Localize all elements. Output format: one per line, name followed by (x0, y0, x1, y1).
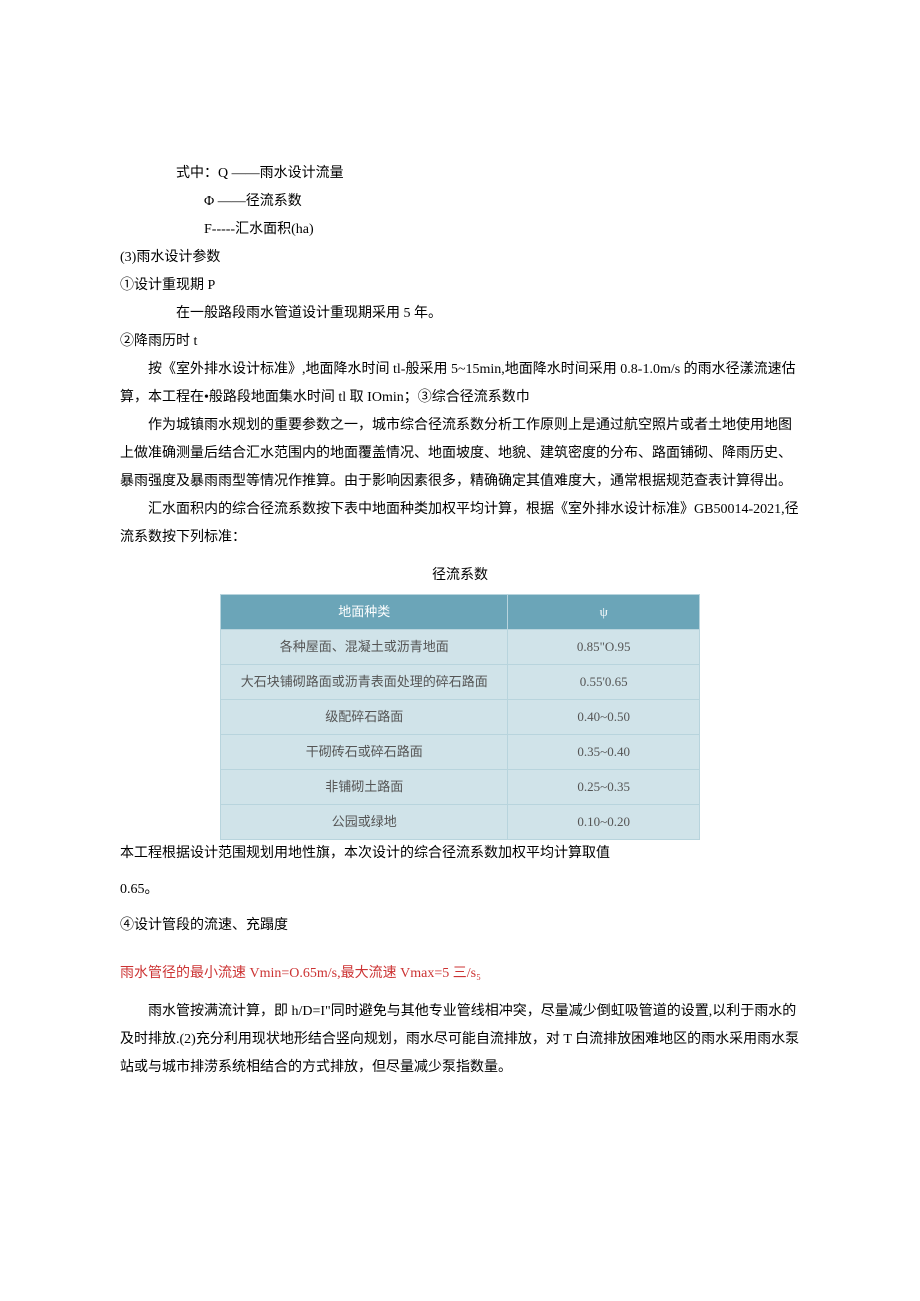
cell-value: 0.35~0.40 (508, 735, 700, 770)
table-row: 公园或绿地 0.10~0.20 (221, 805, 700, 840)
cell-value: 0.55'0.65 (508, 665, 700, 700)
cell-surface: 各种屋面、混凝土或沥青地面 (221, 630, 508, 665)
table-title: 径流系数 (120, 562, 800, 590)
table-row: 各种屋面、混凝土或沥青地面 0.85"O.95 (221, 630, 700, 665)
cell-value: 0.85"O.95 (508, 630, 700, 665)
velocity-limits: 雨水管径的最小流速 Vmin=O.65m/s,最大流速 Vmax=5 三/s₅ (120, 960, 800, 988)
runoff-coefficient-table: 地面种类 ψ 各种屋面、混凝土或沥青地面 0.85"O.95 大石块铺砌路面或沥… (220, 594, 700, 840)
duration-text: 按《室外排水设计标准》,地面降水时间 tl-般采用 5~15min,地面降水时间… (120, 356, 800, 412)
cell-surface: 非铺砌土路面 (221, 770, 508, 805)
runoff-para2: 汇水面积内的综合径流系数按下表中地面种类加权平均计算，根据《室外排水设计标准》G… (120, 496, 800, 552)
cell-value: 0.40~0.50 (508, 700, 700, 735)
cell-surface: 大石块铺砌路面或沥青表面处理的碎石路面 (221, 665, 508, 700)
cell-surface: 级配碎石路面 (221, 700, 508, 735)
formula-legend-q: 式中：Q ——雨水设计流量 (120, 160, 800, 188)
sub-heading-duration: ②降雨历时 t (120, 328, 800, 356)
formula-legend-f: F-----汇水面积(ha) (120, 216, 800, 244)
table-row: 非铺砌土路面 0.25~0.35 (221, 770, 700, 805)
full-flow-para: 雨水管按满流计算，即 h/D=I"同时避免与其他专业管线相冲突，尽量减少倒虹吸管… (120, 998, 800, 1082)
cell-surface: 干砌砖石或碎石路面 (221, 735, 508, 770)
table-row: 级配碎石路面 0.40~0.50 (221, 700, 700, 735)
sub-heading-period: ①设计重现期 P (120, 272, 800, 300)
header-surface-type: 地面种类 (221, 595, 508, 630)
design-coefficient-text2: 0.65。 (120, 876, 800, 904)
formula-legend-phi: Φ ——径流系数 (120, 188, 800, 216)
design-coefficient-text1: 本工程根据设计范围规划用地性旗，本次设计的综合径流系数加权平均计算取值 (120, 840, 800, 868)
table-header-row: 地面种类 ψ (221, 595, 700, 630)
header-psi: ψ (508, 595, 700, 630)
cell-value: 0.25~0.35 (508, 770, 700, 805)
table-row: 大石块铺砌路面或沥青表面处理的碎石路面 0.55'0.65 (221, 665, 700, 700)
cell-surface: 公园或绿地 (221, 805, 508, 840)
section-heading-params: (3)雨水设计参数 (120, 244, 800, 272)
sub-heading-velocity: ④设计管段的流速、充蹋度 (120, 912, 800, 940)
table-row: 干砌砖石或碎石路面 0.35~0.40 (221, 735, 700, 770)
runoff-para1: 作为城镇雨水规划的重要参数之一，城市综合径流系数分析工作原则上是通过航空照片或者… (120, 412, 800, 496)
period-text: 在一般路段雨水管道设计重现期采用 5 年。 (120, 300, 800, 328)
cell-value: 0.10~0.20 (508, 805, 700, 840)
